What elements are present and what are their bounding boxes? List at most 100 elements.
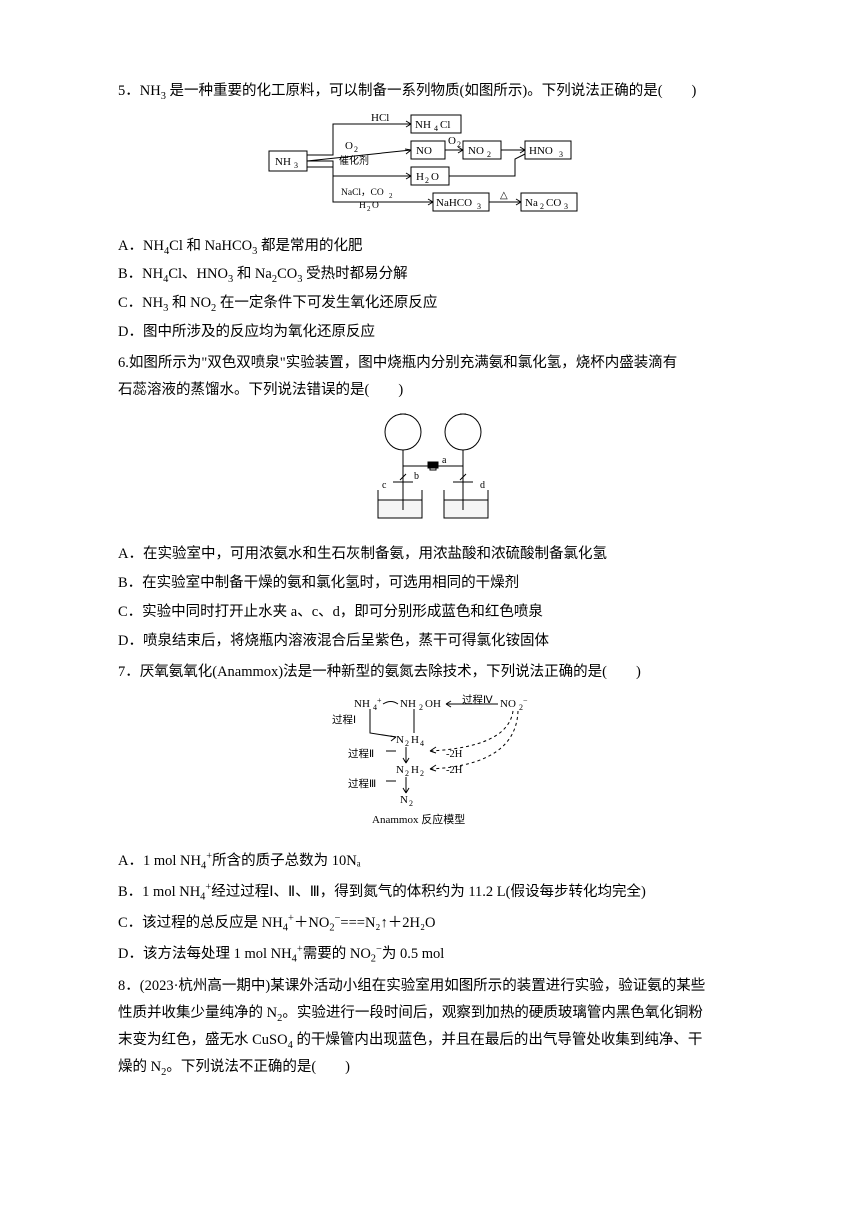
q6-option-b: B．在实验室中制备干燥的氨和氯化氢时，可选用相同的干燥剂 [118, 570, 748, 597]
question-7: 7．厌氧氨氧化(Anammox)法是一种新型的氨氮去除技术，下列说法正确的是( … [118, 659, 748, 970]
svg-text:Anammox 反应模型: Anammox 反应模型 [372, 812, 465, 826]
q7-option-a: A．1 mol NH4+所含的质子总数为 10Nₐ [118, 847, 748, 876]
svg-text:3: 3 [564, 202, 568, 211]
svg-text:HCl: HCl [371, 112, 389, 124]
q6-stem2: 石蕊溶液的蒸馏水。下列说法错误的是( ) [118, 377, 748, 404]
svg-text:O: O [372, 201, 379, 211]
opt-d-letter: D． [118, 946, 143, 962]
svg-text:N: N [396, 764, 404, 776]
svg-text:NH: NH [415, 119, 431, 131]
q7-num: 7． [118, 664, 140, 680]
q5-text: NH3 是一种重要的化工原料，可以制备一系列物质(如图所示)。下列说法正确的是(… [140, 83, 697, 99]
svg-text:Na: Na [525, 197, 538, 209]
svg-text:2: 2 [354, 145, 358, 154]
opt-c-letter: C． [118, 295, 142, 311]
svg-text:−: − [523, 696, 528, 705]
q6-a-text: 在实验室中，可用浓氨水和生石灰制备氨，用浓盐酸和浓硫酸制备氯化氢 [143, 546, 607, 562]
q7-text: 厌氧氨氧化(Anammox)法是一种新型的氨氮去除技术，下列说法正确的是( ) [140, 664, 641, 680]
svg-text:NH: NH [275, 156, 291, 168]
svg-text:4: 4 [420, 739, 424, 748]
q5-option-a: A．NH4Cl 和 NaHCO3 都是常用的化肥 [118, 233, 748, 260]
question-5: 5．NH3 是一种重要的化工原料，可以制备一系列物质(如图所示)。下列说法正确的… [118, 78, 748, 346]
svg-text:NaHCO: NaHCO [436, 197, 472, 209]
svg-text:2: 2 [540, 202, 544, 211]
svg-text:NO: NO [468, 145, 484, 157]
svg-text:H: H [411, 764, 419, 776]
svg-text:H: H [416, 171, 424, 183]
svg-text:NaCl，CO: NaCl，CO [341, 188, 384, 198]
svg-text:OH: OH [425, 698, 441, 710]
q7-option-c: C．该过程的总反应是 NH4+＋NO2−===N₂↑＋2H₂O [118, 909, 748, 938]
opt-d-letter: D． [118, 324, 143, 340]
svg-text:H: H [359, 201, 366, 211]
svg-text:4: 4 [434, 124, 438, 133]
svg-text:CO: CO [546, 197, 561, 209]
q7-a-pre: 1 mol NH [143, 853, 201, 869]
q7-b-pre: 1 mol NH [142, 884, 200, 900]
opt-a-letter: A． [118, 238, 143, 254]
svg-text:2: 2 [409, 799, 413, 808]
svg-text:3: 3 [294, 161, 298, 170]
opt-b-letter: B． [118, 884, 142, 900]
q6-l1: 如图所示为"双色双喷泉"实验装置，图中烧瓶内分别充满氨和氯化氢，烧杯内盛装滴有 [129, 355, 677, 371]
svg-text:3: 3 [477, 202, 481, 211]
svg-text:H: H [411, 734, 419, 746]
q6-num: 6. [118, 355, 129, 371]
question-8: 8．(2023·杭州高一期中)某课外活动小组在实验室用如图所示的装置进行实验，验… [118, 973, 748, 1080]
svg-text:2: 2 [420, 769, 424, 778]
svg-text:△: △ [500, 190, 508, 201]
svg-text:NH: NH [400, 698, 416, 710]
q7-c-post: ===N₂↑＋2H₂O [340, 915, 435, 931]
opt-a-letter: A． [118, 546, 143, 562]
q7-d-pre: 该方法每处理 1 mol NH [143, 946, 292, 962]
svg-text:+: + [377, 696, 382, 705]
svg-text:c: c [382, 480, 387, 491]
q8-t1: (2023·杭州高一期中)某课外活动小组在实验室用如图所示的装置进行实验，验证氨… [140, 978, 705, 994]
svg-text:N: N [396, 734, 404, 746]
opt-c-letter: C． [118, 915, 142, 931]
q5-option-c: C．NH3 和 NO2 在一定条件下可发生氧化还原反应 [118, 290, 748, 317]
q8-l3: 末变为红色，盛无水 CuSO4 的干燥管内出现蓝色，并且在最后的出气导管处收集到… [118, 1027, 748, 1054]
q7-a-post: 所含的质子总数为 10Nₐ [212, 853, 361, 869]
opt-d-letter: D． [118, 633, 143, 649]
question-6: 6.如图所示为"双色双喷泉"实验装置，图中烧瓶内分别充满氨和氯化氢，烧杯内盛装滴… [118, 350, 748, 655]
opt-b-letter: B． [118, 266, 142, 282]
q6-figure: a b c d [118, 410, 748, 536]
svg-text:NO: NO [416, 145, 432, 157]
svg-text:2: 2 [419, 703, 423, 712]
svg-text:O: O [345, 140, 353, 152]
svg-text:3: 3 [559, 150, 563, 159]
svg-text:d: d [480, 480, 485, 491]
q6-c-text: 实验中同时打开止水夹 a、c、d，即可分别形成蓝色和红色喷泉 [142, 604, 543, 620]
q5-num: 5． [118, 83, 140, 99]
svg-text:2: 2 [367, 205, 371, 213]
svg-text:2: 2 [389, 192, 393, 200]
q7-option-d: D．该方法每处理 1 mol NH4+需要的 NO2−为 0.5 mol [118, 940, 748, 969]
q7-b-post: 经过过程Ⅰ、Ⅱ、Ⅲ，得到氮气的体积约为 11.2 L(假设每步转化均完全) [211, 884, 646, 900]
q7-d-post: 为 0.5 mol [382, 946, 444, 962]
svg-text:HNO: HNO [529, 145, 553, 157]
svg-text:2: 2 [425, 176, 429, 185]
q7-d-mid: 需要的 NO [303, 946, 371, 962]
svg-text:过程Ⅱ: 过程Ⅱ [348, 747, 374, 760]
q8-num: 8． [118, 978, 140, 994]
q6-option-c: C．实验中同时打开止水夹 a、c、d，即可分别形成蓝色和红色喷泉 [118, 599, 748, 626]
q5-figure: NH3 HCl NH4Cl O2 催化剂 NO O2 NO2 HNO3 H2O … [118, 111, 748, 227]
svg-text:b: b [414, 471, 419, 482]
svg-text:N: N [400, 794, 408, 806]
q6-b-text: 在实验室中制备干燥的氨和氯化氢时，可选用相同的干燥剂 [142, 575, 519, 591]
q8-l1: 8．(2023·杭州高一期中)某课外活动小组在实验室用如图所示的装置进行实验，验… [118, 973, 748, 1000]
svg-text:-2H: -2H [446, 749, 463, 760]
svg-text:O: O [431, 171, 439, 183]
opt-b-letter: B． [118, 575, 142, 591]
svg-text:NH: NH [354, 698, 370, 710]
svg-text:2: 2 [405, 769, 409, 778]
q7-figure: NH4+ NH2OH NO2− 过程Ⅰ N2H4 过程Ⅱ -2H N2H2 -2… [118, 691, 748, 841]
q5-stem: 5．NH3 是一种重要的化工原料，可以制备一系列物质(如图所示)。下列说法正确的… [118, 78, 748, 105]
q6-d-text: 喷泉结束后，将烧瓶内溶液混合后呈紫色，蒸干可得氯化铵固体 [143, 633, 549, 649]
q8-l4: 燥的 N2。下列说法不正确的是( ) [118, 1054, 748, 1081]
q8-l2: 性质并收集少量纯净的 N2。实验进行一段时间后，观察到加热的硬质玻璃管内黑色氧化… [118, 1000, 748, 1027]
q7-option-b: B．1 mol NH4+经过过程Ⅰ、Ⅱ、Ⅲ，得到氮气的体积约为 11.2 L(假… [118, 878, 748, 907]
q6-option-a: A．在实验室中，可用浓氨水和生石灰制备氨，用浓盐酸和浓硫酸制备氯化氢 [118, 541, 748, 568]
q5-option-b: B．NH4Cl、HNO3 和 Na2CO3 受热时都易分解 [118, 261, 748, 288]
